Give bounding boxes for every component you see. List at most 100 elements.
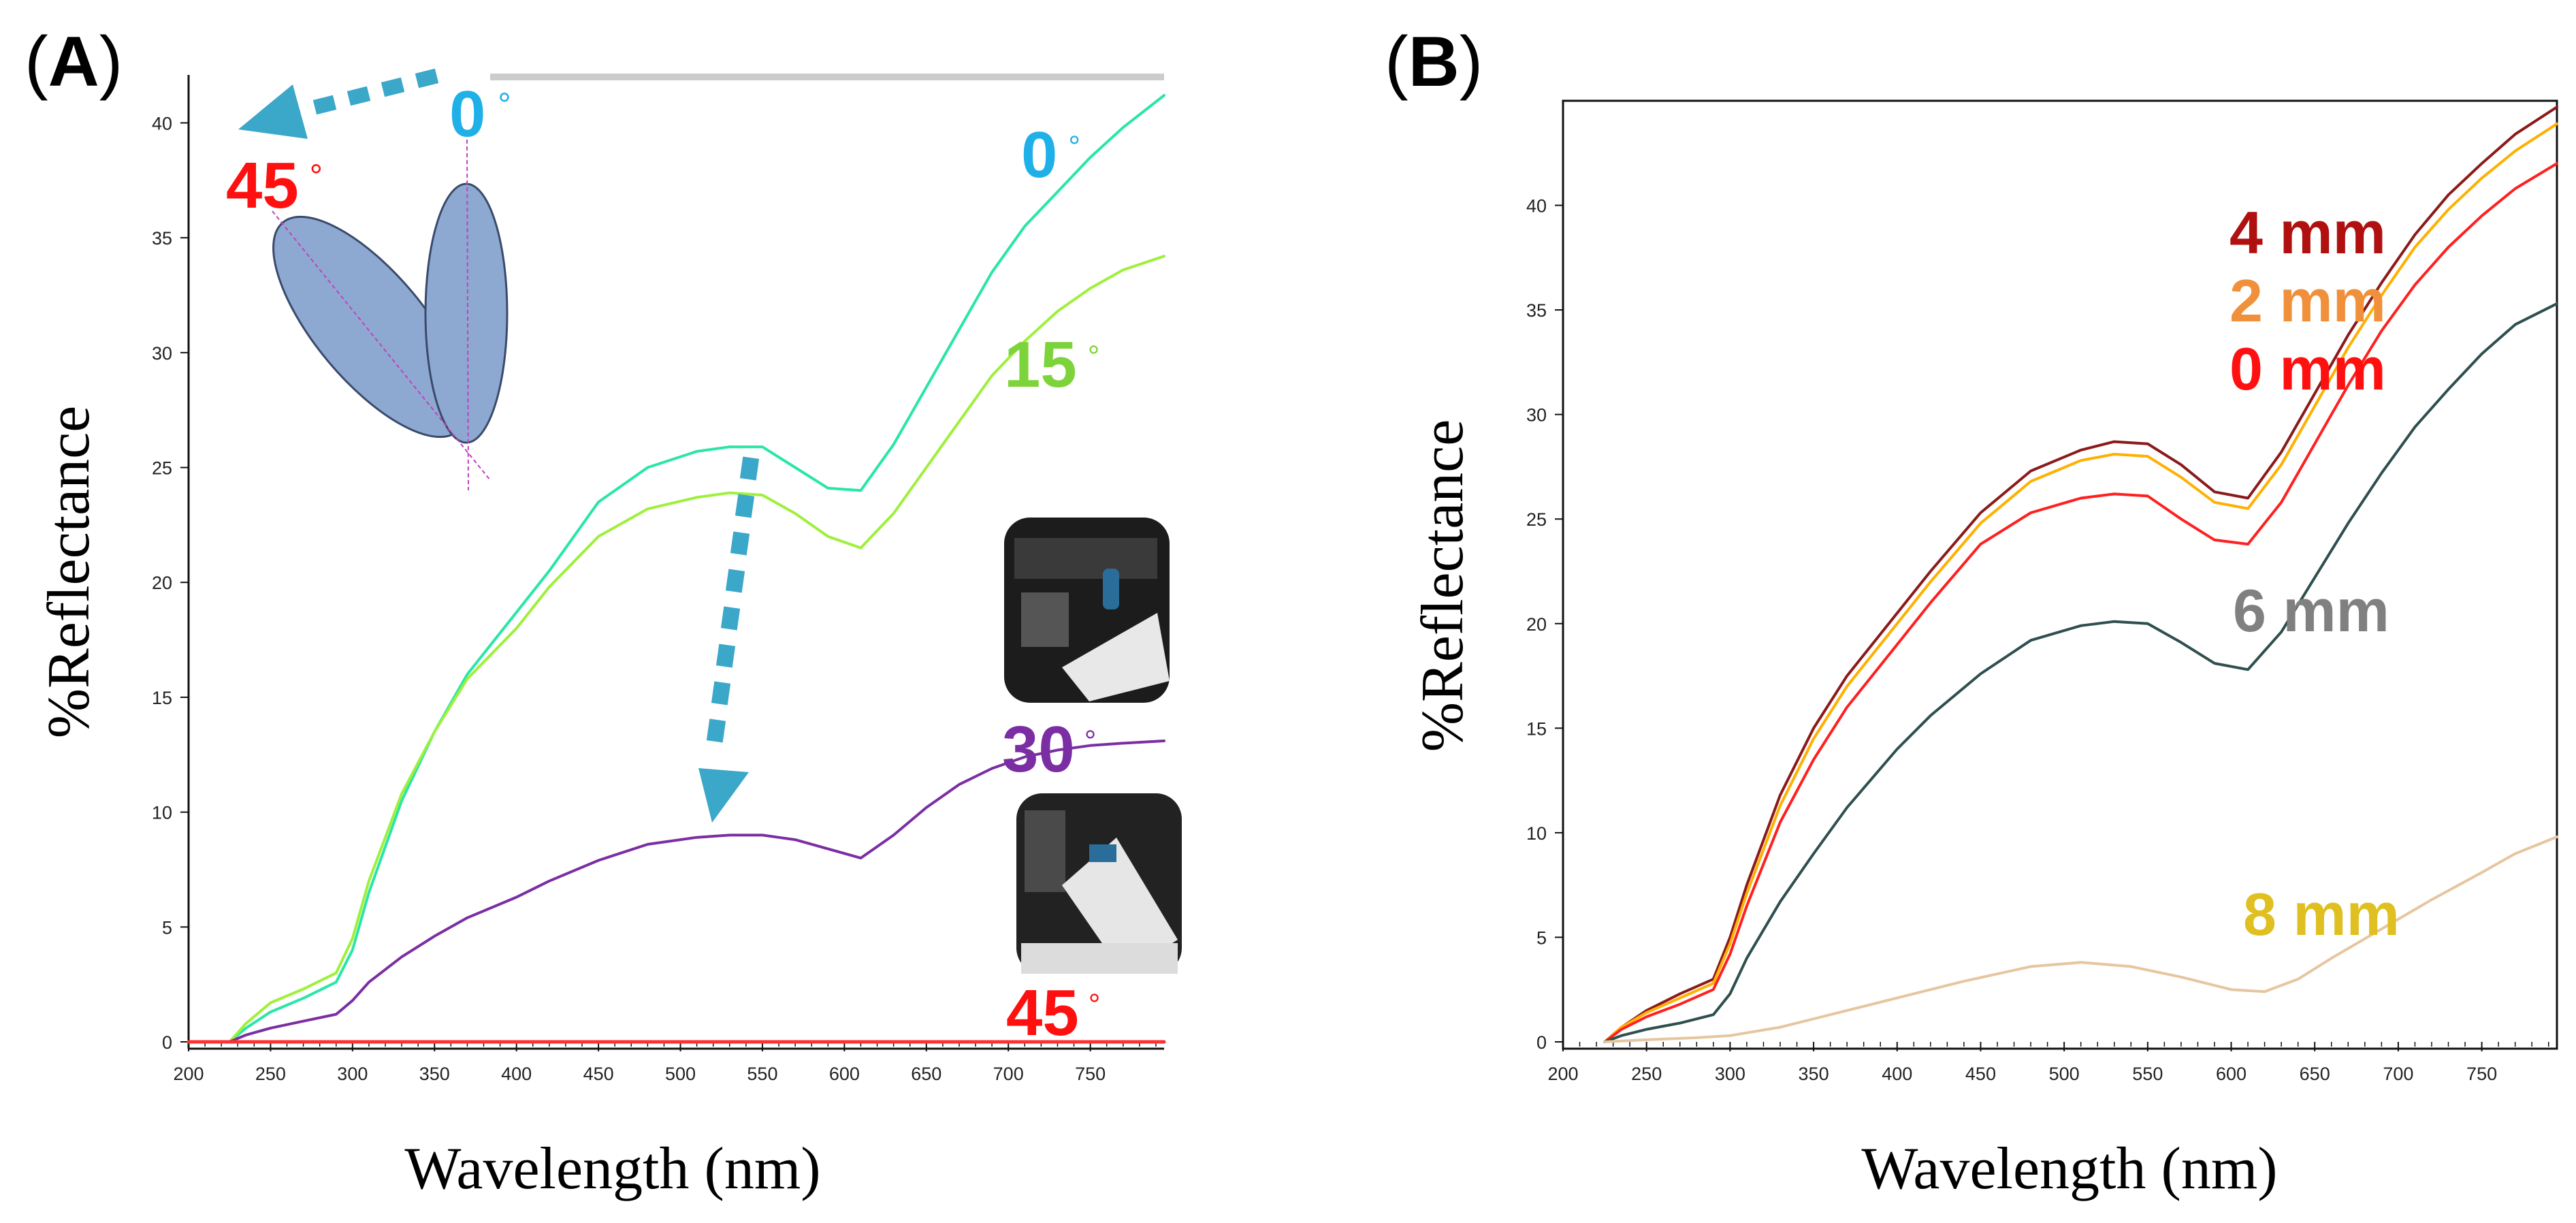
degree-symbol: ° xyxy=(310,159,323,195)
y-tick-label: 40 xyxy=(152,113,172,133)
inset-label-45-value: 45 xyxy=(226,149,299,222)
y-tick-label: 35 xyxy=(152,228,172,249)
series-line-0 xyxy=(228,94,1165,1043)
degree-symbol: ° xyxy=(498,87,511,123)
x-tick-label: 400 xyxy=(1882,1064,1912,1084)
label-30-deg: 30 ° xyxy=(1002,713,1096,786)
y-tick-label: 20 xyxy=(152,573,172,593)
label-45-deg: 45 ° xyxy=(1006,976,1100,1049)
ellipse-0-axis xyxy=(466,139,469,491)
panel-b-x-axis-title: Wavelength (nm) xyxy=(1861,1136,2277,1202)
y-tick-label: 35 xyxy=(1526,300,1547,321)
x-tick-label: 500 xyxy=(2049,1064,2080,1084)
y-tick-label: 25 xyxy=(1526,509,1547,530)
x-tick-label: 250 xyxy=(255,1064,286,1084)
label-2mm: 2 mm xyxy=(2229,267,2386,334)
y-tick-label: 20 xyxy=(1526,614,1547,635)
panel-b-open-paren: ( xyxy=(1385,22,1408,101)
y-tick-label: 25 xyxy=(152,458,172,479)
series-line-15 xyxy=(228,255,1165,1043)
x-tick-label: 500 xyxy=(665,1064,696,1084)
x-tick-label: 450 xyxy=(1965,1064,1996,1084)
label-6mm: 6 mm xyxy=(2233,577,2389,644)
x-tick-label: 700 xyxy=(993,1064,1024,1084)
degree-symbol: ° xyxy=(1084,725,1097,758)
decrease-arrow xyxy=(698,456,760,823)
degree-symbol: ° xyxy=(1088,340,1100,373)
x-tick-label: 650 xyxy=(911,1064,941,1084)
y-tick-label: 30 xyxy=(152,343,172,364)
panel-a-lines xyxy=(187,94,1166,1044)
label-8mm: 8 mm xyxy=(2243,880,2400,948)
panel-a-open-paren: ( xyxy=(25,22,48,101)
label-4mm: 4 mm xyxy=(2229,199,2386,266)
label-15-deg: 15 ° xyxy=(1004,328,1099,401)
panel-b-lines xyxy=(1603,106,2558,1043)
panel-a-x-axis-title: Wavelength (nm) xyxy=(404,1136,820,1202)
x-tick-label: 400 xyxy=(501,1064,532,1084)
inset-label-45: 45 ° xyxy=(226,149,323,222)
panel-b-letter: B xyxy=(1408,22,1460,101)
panel-b-frame xyxy=(1562,99,2558,1050)
degree-symbol: ° xyxy=(1068,130,1080,163)
inset-label-0: 0 ° xyxy=(449,78,511,150)
rotation-diagram: 0 ° 45 ° xyxy=(226,68,511,491)
x-tick-label: 550 xyxy=(747,1064,777,1084)
series-line-4-mm xyxy=(1603,106,2558,1043)
panel-b-ticks: 200 250 300 350 400 450 500 550 600 650 700 750 0 5 10… xyxy=(1526,196,2549,1084)
y-tick-label: 5 xyxy=(1536,927,1547,948)
y-tick-label: 0 xyxy=(162,1032,172,1053)
x-tick-label: 550 xyxy=(2132,1064,2163,1084)
label-15-deg-value: 15 xyxy=(1004,328,1077,401)
series-line-0-mm xyxy=(1603,162,2558,1043)
x-tick-label: 200 xyxy=(1547,1064,1578,1084)
label-45-deg-value: 45 xyxy=(1006,976,1079,1049)
series-line-6-mm xyxy=(1603,302,2558,1043)
x-tick-label: 750 xyxy=(2466,1064,2497,1084)
y-tick-label: 5 xyxy=(162,917,172,938)
rotation-arrow xyxy=(238,68,439,139)
x-tick-label: 350 xyxy=(1799,1064,1829,1084)
x-tick-label: 200 xyxy=(173,1064,204,1084)
panel-a-tag: (A) xyxy=(25,22,123,101)
x-tick-label: 600 xyxy=(2216,1064,2247,1084)
label-0-deg: 0 ° xyxy=(1021,118,1080,191)
panel-b-chart: 200 250 300 350 400 450 500 550 600 650 700 750 0 5 10… xyxy=(1410,99,2558,1202)
x-tick-label: 300 xyxy=(1715,1064,1745,1084)
photo-45-deg xyxy=(1016,793,1182,974)
y-tick-label: 40 xyxy=(1526,196,1547,217)
x-tick-label: 300 xyxy=(337,1064,368,1084)
ellipse-0-deg xyxy=(424,182,509,444)
y-tick-label: 30 xyxy=(1526,405,1547,426)
x-tick-label: 750 xyxy=(1075,1064,1106,1084)
x-tick-label: 250 xyxy=(1631,1064,1662,1084)
x-tick-label: 650 xyxy=(2300,1064,2330,1084)
series-line-2-mm xyxy=(1603,122,2558,1043)
panel-a-chart: 200 250 300 350 400 450 500 550 600 650 700 7500510… xyxy=(36,68,1182,1202)
label-30-deg-value: 30 xyxy=(1002,713,1075,786)
series-line-30 xyxy=(228,740,1165,1043)
degree-symbol: ° xyxy=(1089,988,1101,1021)
x-tick-label: 600 xyxy=(829,1064,860,1084)
y-tick-label: 10 xyxy=(152,803,172,823)
panel-a-close-paren: ) xyxy=(99,22,123,101)
y-tick-label: 15 xyxy=(1526,718,1547,739)
panel-a-ticks: 200 250 300 350 400 450 500 550 600 650 700 750 0 5 10… xyxy=(152,113,1157,1084)
label-0mm: 0 mm xyxy=(2229,335,2386,402)
y-tick-label: 15 xyxy=(152,688,172,708)
y-tick-label: 0 xyxy=(1536,1032,1547,1053)
ellipse-45-axis xyxy=(272,210,491,481)
x-tick-label: 700 xyxy=(2383,1064,2413,1084)
photo-0-deg xyxy=(1004,518,1170,703)
panel-b-close-paren: ) xyxy=(1460,22,1483,101)
panel-b-tag: (B) xyxy=(1385,22,1483,101)
panel-a-letter: A xyxy=(48,22,99,101)
inset-label-0-value: 0 xyxy=(449,78,485,150)
y-tick-label: 10 xyxy=(1526,823,1547,844)
panel-b-y-axis-title: %Reflectance xyxy=(1410,419,1476,752)
x-tick-label: 350 xyxy=(419,1064,450,1084)
series-line-8-mm xyxy=(1603,836,2558,1043)
x-tick-label: 450 xyxy=(583,1064,614,1084)
panel-a-y-axis-title: %Reflectance xyxy=(36,406,102,739)
